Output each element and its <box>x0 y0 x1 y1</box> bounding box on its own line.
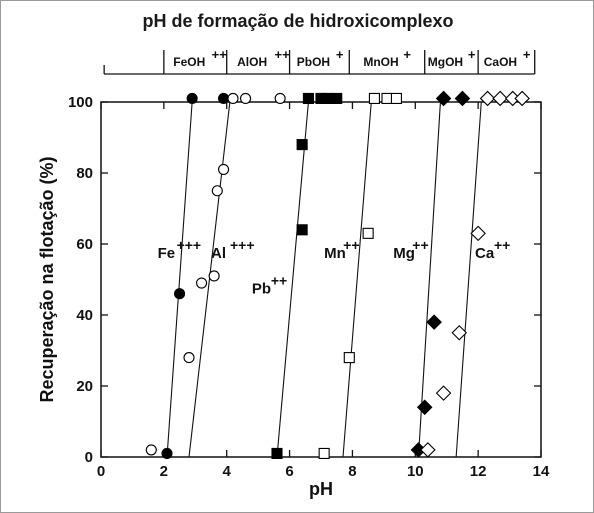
y-tick-label: 0 <box>85 449 93 466</box>
data-point-al <box>183 352 195 364</box>
x-tick-label: 6 <box>285 463 293 480</box>
series-label-fe: Fe <box>158 245 176 262</box>
data-point-pb <box>331 92 343 104</box>
data-point-al <box>196 277 208 289</box>
chart-title: pH de formação de hidroxicomplexo <box>142 11 454 31</box>
x-tick-label: 0 <box>97 463 105 480</box>
data-point-ca <box>435 385 452 401</box>
data-point-pb <box>321 92 333 104</box>
series-label-mg: Mg <box>393 245 415 262</box>
data-point-pb <box>296 224 308 236</box>
hydroxocomplex-charge: + <box>403 47 411 62</box>
data-point-pb <box>271 447 283 460</box>
x-tick-label: 10 <box>407 463 424 480</box>
data-point-mn <box>343 352 355 364</box>
series-charge-fe: +++ <box>177 237 202 253</box>
data-point-al <box>211 185 223 197</box>
y-tick-label: 60 <box>76 236 93 253</box>
data-point-mn <box>368 92 380 104</box>
fit-line-mg <box>417 101 441 458</box>
data-point-ca <box>420 442 436 458</box>
hydroxocomplex-label: MgOH <box>428 55 463 69</box>
hydroxocomplex-charge: + <box>336 47 344 62</box>
data-point-ca <box>470 225 486 242</box>
data-point-al <box>240 92 252 104</box>
hydroxocomplex-charge: ++ <box>275 47 291 62</box>
series-label-mn: Mn <box>324 245 346 262</box>
data-point-fe <box>186 92 198 104</box>
hydroxocomplex-charge: + <box>468 47 476 62</box>
y-tick-label: 100 <box>68 94 93 111</box>
data-point-mg <box>426 314 442 330</box>
data-point-ca <box>451 324 468 341</box>
fit-line-pb <box>276 101 309 458</box>
hydroxocomplex-label: PbOH <box>297 55 330 69</box>
hydroxocomplex-charge: ++ <box>212 47 228 62</box>
y-tick-label: 80 <box>76 165 93 182</box>
data-point-fe <box>174 288 186 300</box>
x-tick-label: 8 <box>348 463 356 480</box>
x-tick-label: 4 <box>223 463 232 480</box>
fit-line-ca <box>455 101 482 458</box>
data-point-al <box>208 270 220 282</box>
fit-line-mn <box>342 101 372 458</box>
plot-area <box>100 101 542 458</box>
data-point-mg <box>435 90 452 107</box>
data-point-pb <box>296 139 308 151</box>
x-axis-label: pH <box>309 479 333 499</box>
data-point-fe <box>161 447 173 460</box>
data-point-al <box>145 444 157 456</box>
hydroxocomplex-label: CaOH <box>484 55 517 69</box>
series-charge-mg: ++ <box>412 237 428 253</box>
x-tick-label: 12 <box>470 463 487 480</box>
data-point-mn <box>318 447 330 460</box>
series-label-pb: Pb <box>252 281 271 298</box>
data-point-ca <box>514 90 530 107</box>
data-point-al <box>218 163 230 175</box>
data-point-mg <box>454 90 471 107</box>
series-label-ca: Ca <box>475 245 495 262</box>
data-point-mn <box>381 92 393 104</box>
y-tick-label: 40 <box>76 307 93 324</box>
fit-line-al <box>188 101 231 458</box>
data-point-mg <box>416 399 433 416</box>
series-charge-mn: ++ <box>343 237 359 253</box>
y-axis-label: Recuperação na flotação (%) <box>37 156 57 402</box>
x-tick-label: 14 <box>533 463 550 480</box>
data-point-ca <box>479 90 496 107</box>
data-point-ca <box>492 90 508 107</box>
data-point-mn <box>390 92 402 104</box>
data-point-fe <box>218 92 230 104</box>
series-charge-ca: ++ <box>494 237 510 253</box>
series-label-al: Al <box>211 245 226 262</box>
data-point-mn <box>362 227 374 239</box>
x-tick-label: 2 <box>160 463 168 480</box>
y-tick-label: 20 <box>76 378 93 395</box>
data-point-al <box>227 92 239 104</box>
series-charge-al: +++ <box>230 237 255 253</box>
data-point-al <box>274 92 286 104</box>
hydroxocomplex-label: MnOH <box>363 55 398 69</box>
fit-line-fe <box>166 101 193 458</box>
data-point-pb <box>302 92 314 104</box>
hydroxocomplex-label: AlOH <box>237 55 267 69</box>
series-charge-pb: ++ <box>271 273 287 289</box>
hydroxocomplex-charge: + <box>523 47 531 62</box>
hydroxocomplex-label: FeOH <box>173 55 205 69</box>
